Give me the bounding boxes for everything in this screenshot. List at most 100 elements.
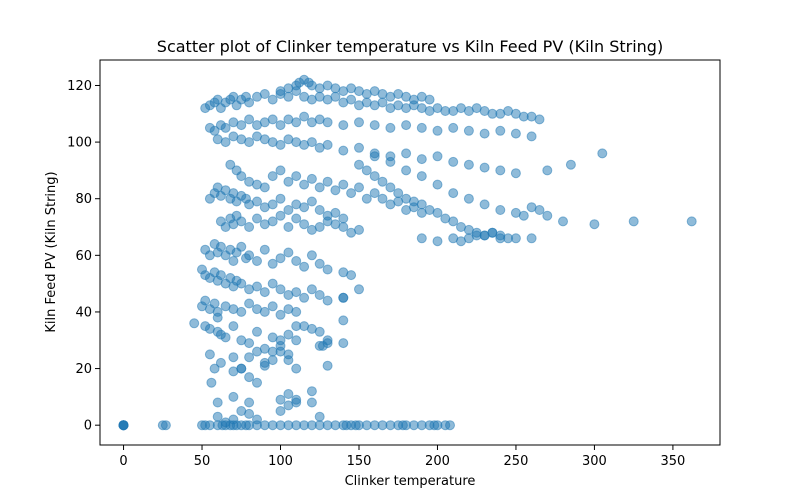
data-point xyxy=(306,284,317,295)
x-axis-label: Clinker temperature xyxy=(345,474,476,489)
data-point xyxy=(267,94,278,105)
data-point xyxy=(283,247,294,258)
data-point xyxy=(322,264,333,275)
x-tick-label: 0 xyxy=(119,454,127,469)
data-point xyxy=(526,233,537,244)
data-point xyxy=(291,213,302,224)
data-point xyxy=(252,326,262,337)
data-point xyxy=(518,210,529,221)
data-point xyxy=(244,408,255,419)
data-point xyxy=(220,122,231,133)
data-point xyxy=(244,298,255,309)
data-point xyxy=(275,193,286,204)
data-point xyxy=(369,120,380,131)
data-points xyxy=(118,74,697,431)
data-point xyxy=(393,188,404,199)
data-point xyxy=(267,301,278,312)
data-point xyxy=(299,292,310,303)
data-point xyxy=(259,357,270,368)
data-point xyxy=(215,241,226,252)
data-point xyxy=(401,165,412,176)
data-point xyxy=(252,377,262,388)
x-axis-ticks: 0 50 100 150 200 250 300 350 xyxy=(119,445,685,469)
data-point xyxy=(267,216,278,227)
data-point xyxy=(330,207,341,218)
data-point xyxy=(291,287,302,298)
y-axis-ticks: 0 20 40 60 80 100 120 xyxy=(67,79,100,434)
data-point xyxy=(463,125,474,136)
data-point xyxy=(212,411,223,422)
data-point xyxy=(354,159,364,170)
data-point xyxy=(369,171,380,182)
data-point xyxy=(314,326,325,337)
data-point xyxy=(338,222,349,232)
data-point xyxy=(252,414,262,425)
data-point xyxy=(416,233,427,244)
data-point xyxy=(495,205,506,215)
data-point xyxy=(338,338,349,349)
x-tick-label: 300 xyxy=(582,454,607,469)
data-point xyxy=(338,120,349,131)
data-point xyxy=(448,122,459,133)
data-point xyxy=(291,335,302,346)
data-point xyxy=(534,114,545,125)
data-point xyxy=(322,117,333,128)
data-point xyxy=(314,182,325,193)
data-point xyxy=(206,377,217,388)
data-point xyxy=(118,420,129,431)
data-point xyxy=(338,292,349,303)
data-point xyxy=(377,193,388,204)
x-tick-label: 100 xyxy=(268,454,293,469)
data-point xyxy=(322,295,333,306)
data-point xyxy=(416,171,427,182)
data-point xyxy=(228,321,239,332)
data-point xyxy=(220,332,231,343)
data-point xyxy=(244,114,255,125)
data-point xyxy=(432,151,443,162)
data-point xyxy=(299,219,310,230)
data-point xyxy=(209,298,220,309)
data-point xyxy=(526,131,537,142)
data-point xyxy=(487,227,498,238)
data-point xyxy=(314,411,325,422)
data-point xyxy=(354,224,364,235)
data-point xyxy=(259,287,270,298)
data-point xyxy=(330,91,341,102)
data-point xyxy=(267,114,278,125)
data-point xyxy=(432,179,443,190)
data-point xyxy=(416,122,427,133)
data-point xyxy=(236,278,247,289)
data-point xyxy=(204,349,215,360)
data-point xyxy=(228,256,239,266)
data-point xyxy=(244,222,255,232)
data-point xyxy=(267,278,278,289)
data-point xyxy=(432,236,443,247)
chart-title: Scatter plot of Clinker temperature vs K… xyxy=(157,37,663,56)
data-point xyxy=(299,111,310,122)
data-point xyxy=(160,420,171,431)
data-point xyxy=(275,284,286,295)
x-tick-label: 150 xyxy=(347,454,372,469)
data-point xyxy=(432,125,443,136)
data-point xyxy=(338,145,349,156)
data-point xyxy=(283,205,294,215)
x-tick-label: 50 xyxy=(194,454,211,469)
data-point xyxy=(275,210,286,221)
data-point xyxy=(589,219,600,230)
data-point xyxy=(244,397,255,408)
data-point xyxy=(495,125,506,136)
data-point xyxy=(267,199,278,210)
data-point xyxy=(212,397,223,408)
data-point xyxy=(228,391,239,402)
data-point xyxy=(189,318,200,329)
data-point xyxy=(354,142,364,153)
data-point xyxy=(338,179,349,190)
data-point xyxy=(361,193,372,204)
data-point xyxy=(252,281,262,292)
data-point xyxy=(252,346,262,357)
data-point xyxy=(445,420,455,431)
data-point xyxy=(377,176,388,187)
data-point xyxy=(330,185,341,196)
data-point xyxy=(228,414,239,425)
data-point xyxy=(215,270,226,281)
